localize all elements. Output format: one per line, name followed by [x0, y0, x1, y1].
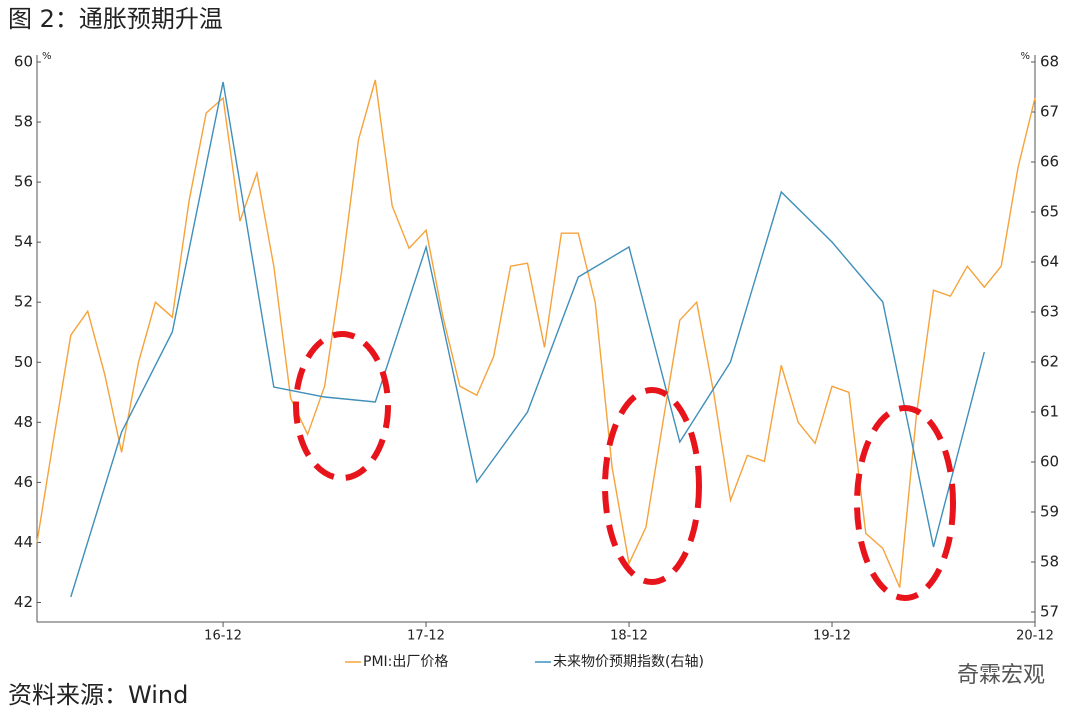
y-tick-label: 48: [14, 413, 33, 431]
y2-tick-label: 60: [1040, 453, 1059, 471]
y-tick-label: 42: [14, 593, 33, 611]
x-tick-label: 20-12: [1016, 629, 1054, 644]
series-line: [70, 81, 985, 598]
y-tick-label: 50: [14, 353, 33, 371]
annotation-ellipses: [293, 331, 956, 601]
x-tick-label: 16-12: [204, 629, 242, 644]
y-tick-label: 52: [14, 293, 33, 311]
ellipse: [293, 331, 391, 481]
y-tick-label: 60: [14, 53, 33, 71]
y2-tick-label: 66: [1040, 153, 1059, 171]
y2-tick-label: 67: [1040, 103, 1059, 121]
y2-tick-label: 65: [1040, 203, 1059, 221]
chart-title: 图 2：通胀预期升温: [8, 5, 223, 33]
y2-tick-label: 57: [1040, 603, 1059, 621]
y2-tick-label: 61: [1040, 403, 1059, 421]
y-tick-label: 58: [14, 113, 33, 131]
y-tick-label: 46: [14, 473, 33, 491]
y2-tick-label: 62: [1040, 353, 1059, 371]
ellipse: [602, 387, 702, 585]
x-tick-label: 17-12: [407, 629, 445, 644]
y2-tick-label: 68: [1040, 53, 1059, 71]
y-tick-label: 44: [14, 533, 33, 551]
y-tick-label: 56: [14, 173, 33, 191]
y-unit: %: [42, 51, 52, 62]
y2-tick-label: 64: [1040, 253, 1059, 271]
source: 资料来源：Wind: [8, 681, 188, 709]
watermark: 奇霖宏观: [957, 663, 1045, 688]
y2-tick-label: 63: [1040, 303, 1059, 321]
series-line: [36, 79, 1036, 588]
y-tick-label: 54: [14, 233, 33, 251]
y2-unit: %: [1020, 51, 1030, 62]
ellipse: [854, 405, 956, 601]
x-tick-label: 19-12: [813, 629, 851, 644]
x-tick-label: 18-12: [610, 629, 648, 644]
legend-label: 未来物价预期指数(右轴): [553, 654, 704, 670]
legend-label: PMI:出厂价格: [363, 654, 448, 670]
y2-tick-label: 58: [1040, 553, 1059, 571]
y2-tick-label: 59: [1040, 503, 1059, 521]
